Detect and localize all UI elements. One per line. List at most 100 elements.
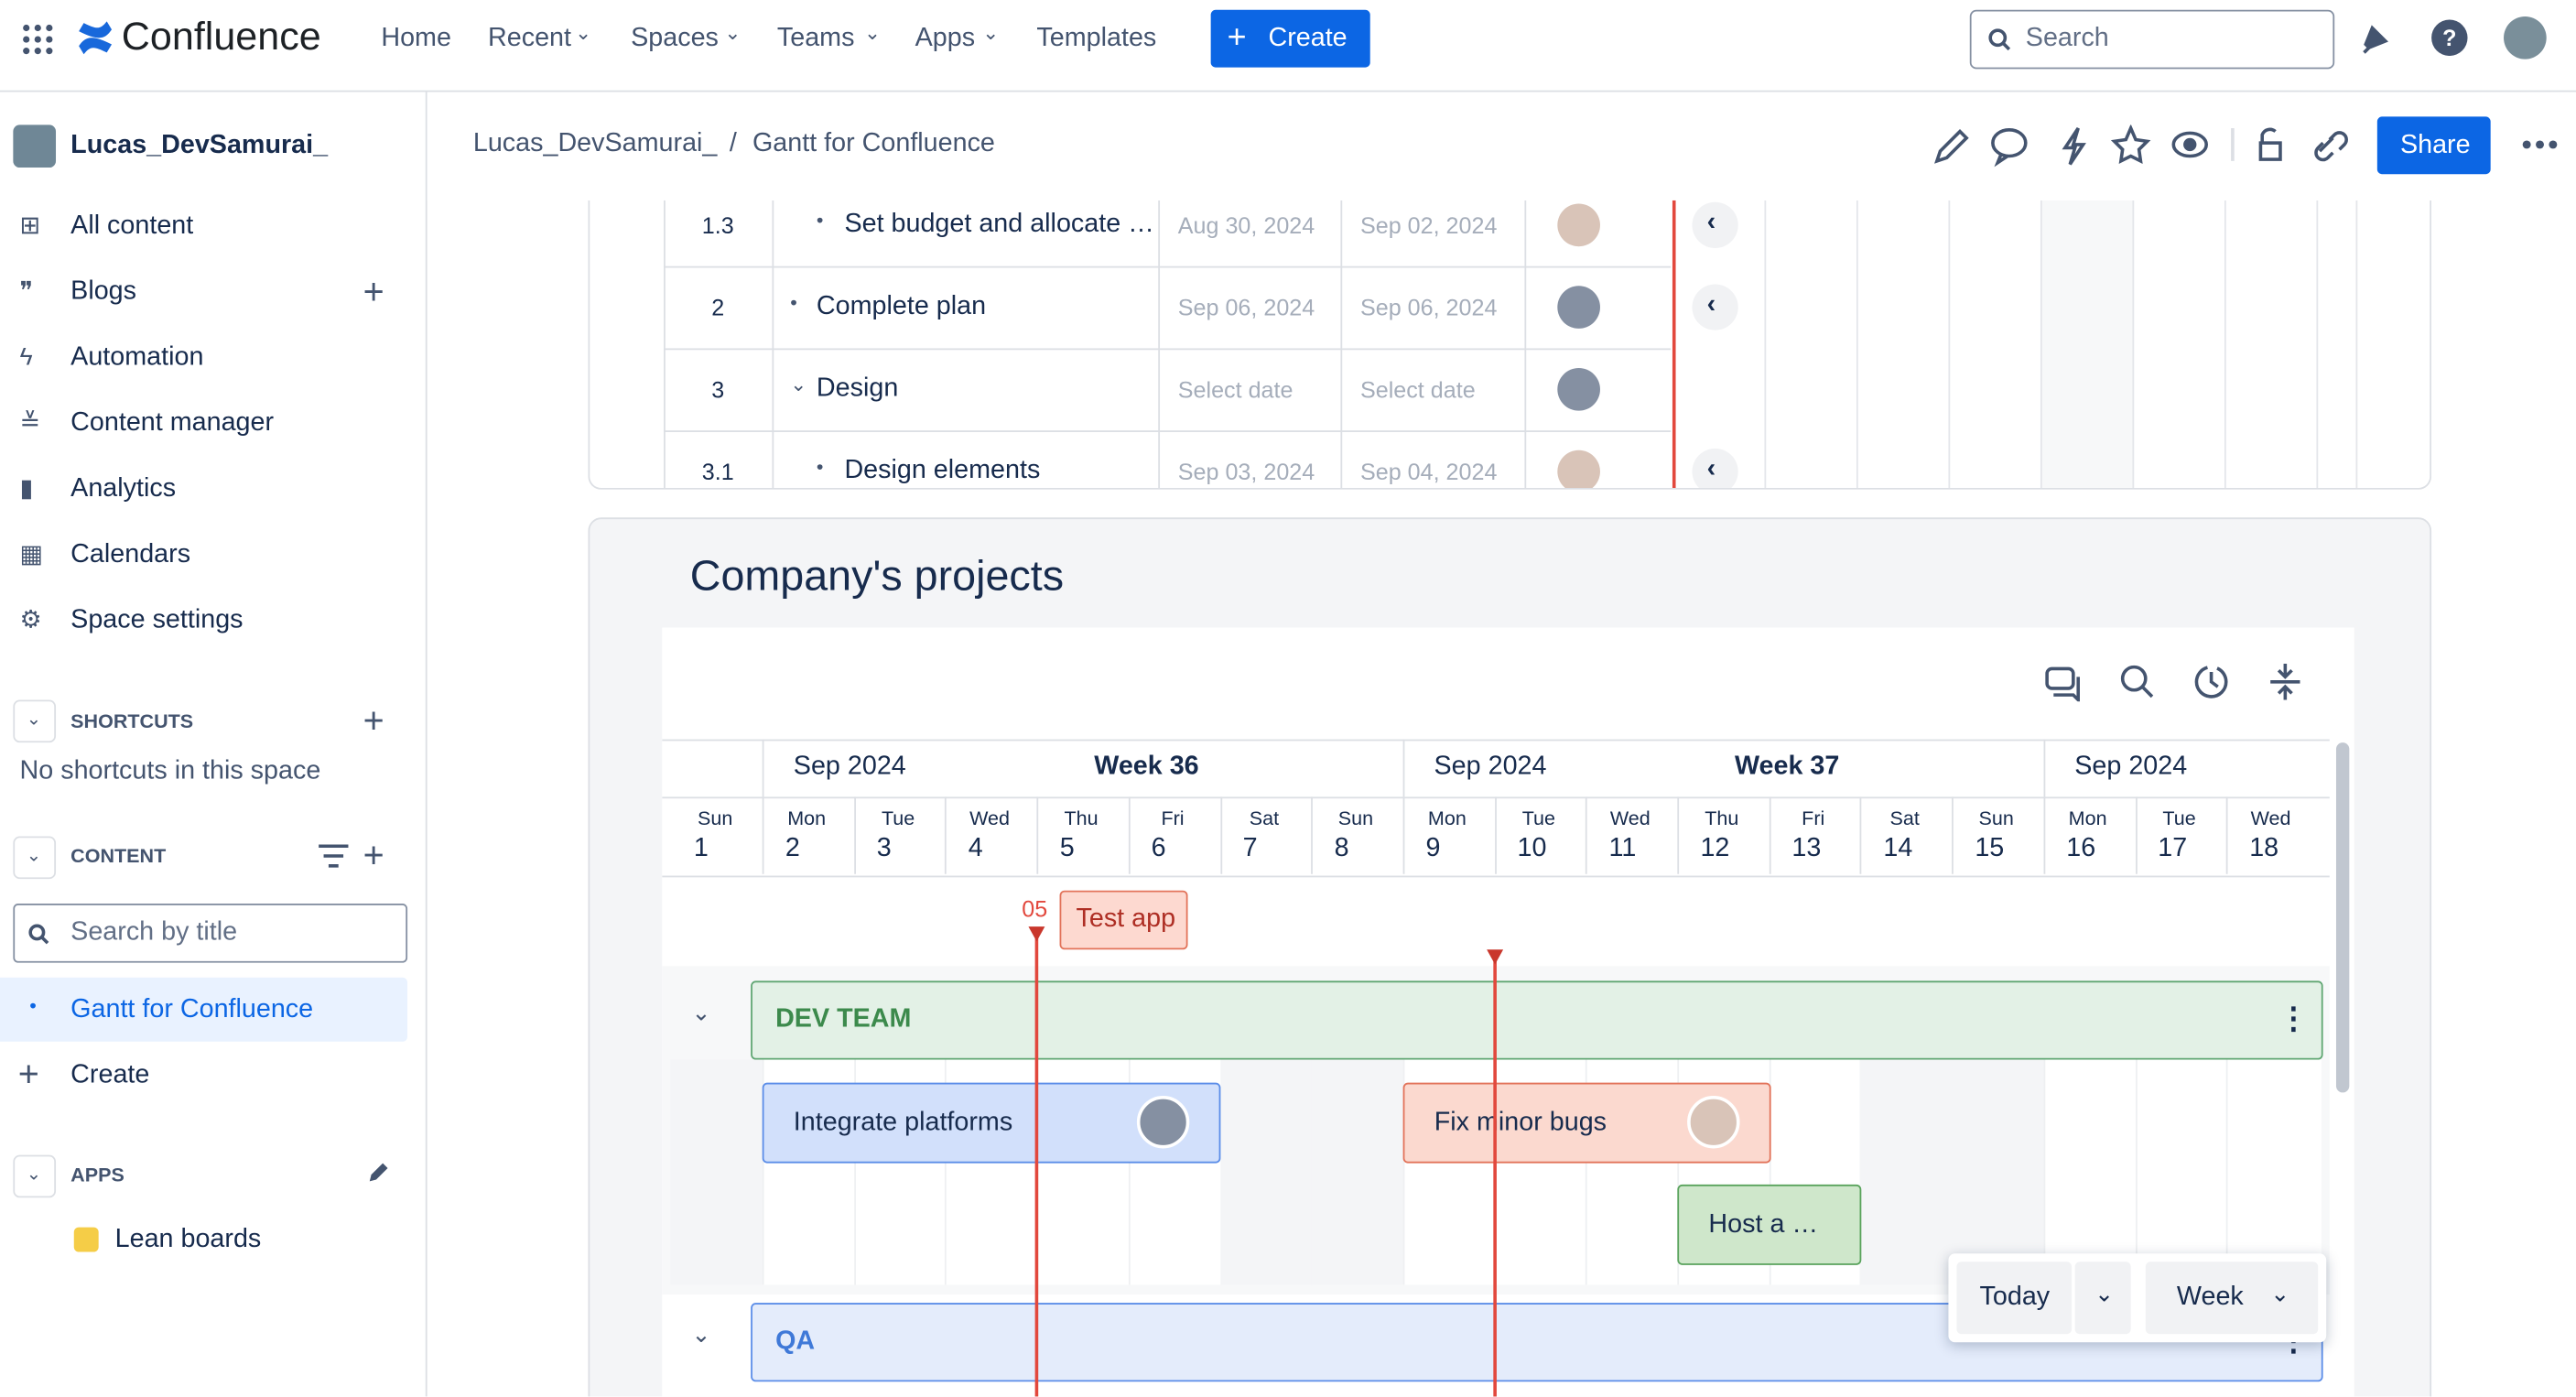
share-label: Share <box>2399 131 2471 160</box>
day-of-week: Mon <box>787 807 827 830</box>
start-date[interactable]: Sep 06, 2024 <box>1177 294 1315 320</box>
space-avatar <box>13 125 57 168</box>
group-bar[interactable]: DEV TEAM ⋮ <box>751 980 2323 1060</box>
expand-chevron[interactable]: ⌄ <box>790 373 807 396</box>
toolbar-search[interactable] <box>2117 662 2157 701</box>
sidebar-item[interactable]: All content <box>70 211 194 241</box>
automation[interactable] <box>2062 126 2086 166</box>
sidebar-item[interactable]: Space settings <box>70 606 244 634</box>
shortcuts-add[interactable]: + <box>363 699 384 742</box>
day-number: 12 <box>1700 834 1730 863</box>
selected-page[interactable]: • Gantt for Confluence <box>0 977 408 1042</box>
task-name[interactable]: Set budget and allocate … <box>844 210 1154 239</box>
task-name[interactable]: Complete plan <box>816 292 987 320</box>
assignee-avatar[interactable] <box>1557 367 1600 411</box>
group-toggle[interactable]: ⌄ <box>691 999 711 1025</box>
search-box[interactable]: Search <box>1969 9 2335 70</box>
collapse-button[interactable]: ‹ <box>1692 284 1738 330</box>
svg-text:?: ? <box>2442 26 2456 51</box>
breadcrumb-page[interactable]: Gantt for Confluence <box>752 129 995 158</box>
sidebar-item[interactable]: Automation <box>70 343 204 372</box>
title-search[interactable]: Search by title <box>13 904 408 963</box>
task-name: Integrate platforms <box>793 1109 1013 1137</box>
apps-toggle[interactable]: ⌄ <box>13 1154 57 1198</box>
sidebar-item[interactable]: Calendars <box>70 540 191 569</box>
breadcrumb-space[interactable]: Lucas_DevSamurai_ <box>472 129 718 158</box>
today-button[interactable]: Today <box>1956 1262 2073 1335</box>
restrictions[interactable] <box>2258 127 2282 161</box>
start-date[interactable]: Aug 30, 2024 <box>1177 211 1315 239</box>
end-date[interactable]: Select date <box>1359 375 1476 403</box>
week-divider <box>762 739 764 797</box>
toolbar-comment[interactable] <box>2044 662 2084 702</box>
toolbar-collapse[interactable] <box>2266 662 2305 701</box>
sidebar-item[interactable]: Content manager <box>70 408 275 438</box>
end-date[interactable]: Sep 04, 2024 <box>1359 458 1498 485</box>
confluence-logo[interactable] <box>77 20 113 56</box>
sidebar-icon: ϟ <box>19 343 33 372</box>
toolbar-history[interactable] <box>2192 662 2231 701</box>
create-page[interactable]: Create <box>70 1061 150 1089</box>
assignee-avatar[interactable] <box>1557 449 1600 489</box>
day-divider <box>1769 796 1771 874</box>
app-switcher[interactable] <box>21 23 54 56</box>
task-bar[interactable]: Integrate platforms <box>762 1082 1221 1164</box>
create-button[interactable]: + Create <box>1210 9 1370 68</box>
bullet[interactable]: • <box>790 290 797 314</box>
bullet[interactable]: • <box>816 455 824 479</box>
collapse-button[interactable]: ‹ <box>1692 201 1738 248</box>
scrollbar[interactable] <box>2335 742 2350 1093</box>
bullet[interactable]: • <box>816 208 824 233</box>
start-date[interactable]: Select date <box>1177 375 1293 403</box>
sidebar-item[interactable]: Blogs <box>70 277 137 306</box>
blogs-add[interactable]: + <box>363 271 384 312</box>
notifications[interactable] <box>2359 21 2392 54</box>
group-menu[interactable]: ⋮ <box>2278 1002 2309 1035</box>
product-name[interactable]: Confluence <box>121 15 321 60</box>
task-bar[interactable]: Fix minor bugs <box>1402 1082 1771 1164</box>
collapse-button[interactable]: ‹ <box>1692 448 1738 489</box>
sidebar-icon: ▦ <box>19 540 43 569</box>
watch[interactable] <box>2171 131 2208 158</box>
content-filter[interactable] <box>317 843 350 870</box>
star[interactable] <box>2110 125 2151 165</box>
share-button[interactable]: Share <box>2376 116 2491 175</box>
edit[interactable] <box>1934 129 1969 164</box>
day-grid-line <box>1036 1059 1039 1285</box>
plus: + <box>1227 19 1247 57</box>
help[interactable]: ? <box>2431 19 2468 57</box>
nav-item[interactable]: Recent <box>488 24 572 53</box>
task-bar[interactable]: Host a … <box>1677 1184 1862 1265</box>
scale-select[interactable]: Week ⌄ <box>2145 1262 2319 1335</box>
nav-item[interactable]: Apps <box>915 24 976 53</box>
milestone[interactable]: Test app <box>1059 890 1188 950</box>
today-dropdown[interactable]: ⌄ <box>2074 1262 2131 1335</box>
nav-item[interactable]: Spaces <box>631 24 719 53</box>
comments[interactable] <box>1991 127 2028 168</box>
lean-boards[interactable]: Lean boards <box>114 1225 262 1254</box>
profile-avatar[interactable] <box>2504 16 2547 60</box>
task-assignee[interactable] <box>1136 1096 1190 1149</box>
start-date[interactable]: Sep 03, 2024 <box>1177 458 1315 485</box>
nav-item[interactable]: Teams <box>776 24 855 53</box>
sidebar-item[interactable]: Analytics <box>70 474 177 504</box>
end-date[interactable]: Sep 02, 2024 <box>1359 211 1498 239</box>
nav-item[interactable]: Templates <box>1036 24 1157 53</box>
content-add[interactable]: + <box>363 834 384 876</box>
task-name[interactable]: Design elements <box>844 456 1041 485</box>
shortcuts-toggle[interactable]: ⌄ <box>13 699 57 743</box>
task-assignee[interactable] <box>1687 1096 1740 1149</box>
copy-link[interactable] <box>2314 131 2348 162</box>
day-divider <box>762 796 764 874</box>
apps-edit[interactable] <box>366 1162 389 1185</box>
content-toggle[interactable]: ⌄ <box>13 836 57 880</box>
task-name[interactable]: Design <box>816 374 899 403</box>
space-name[interactable]: Lucas_DevSamurai_ <box>70 131 329 160</box>
group-toggle[interactable]: ⌄ <box>691 1320 711 1348</box>
end-date[interactable]: Sep 06, 2024 <box>1359 294 1498 320</box>
more-actions[interactable] <box>2522 140 2558 150</box>
nav-item[interactable]: Home <box>381 24 451 53</box>
assignee-avatar[interactable] <box>1557 203 1600 247</box>
assignee-avatar[interactable] <box>1557 286 1600 329</box>
